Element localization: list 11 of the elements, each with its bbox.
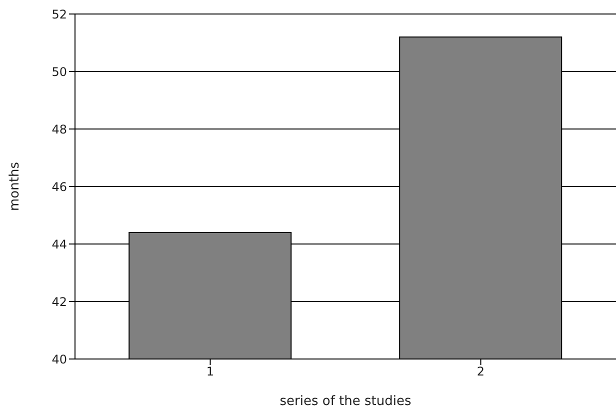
x-tick-label: 2 bbox=[476, 364, 485, 379]
y-tick-label: 52 bbox=[52, 7, 67, 22]
y-tick-label: 50 bbox=[52, 64, 67, 79]
y-tick-label: 44 bbox=[52, 237, 67, 252]
y-tick-label: 42 bbox=[52, 294, 67, 309]
y-tick-label: 40 bbox=[52, 352, 67, 366]
x-tick-label: 1 bbox=[206, 364, 214, 379]
y-axis-title: months bbox=[8, 162, 23, 211]
y-tick-label: 48 bbox=[52, 122, 67, 136]
y-tick-label: 46 bbox=[52, 180, 67, 194]
x-axis-title: series of the studies bbox=[280, 394, 412, 409]
